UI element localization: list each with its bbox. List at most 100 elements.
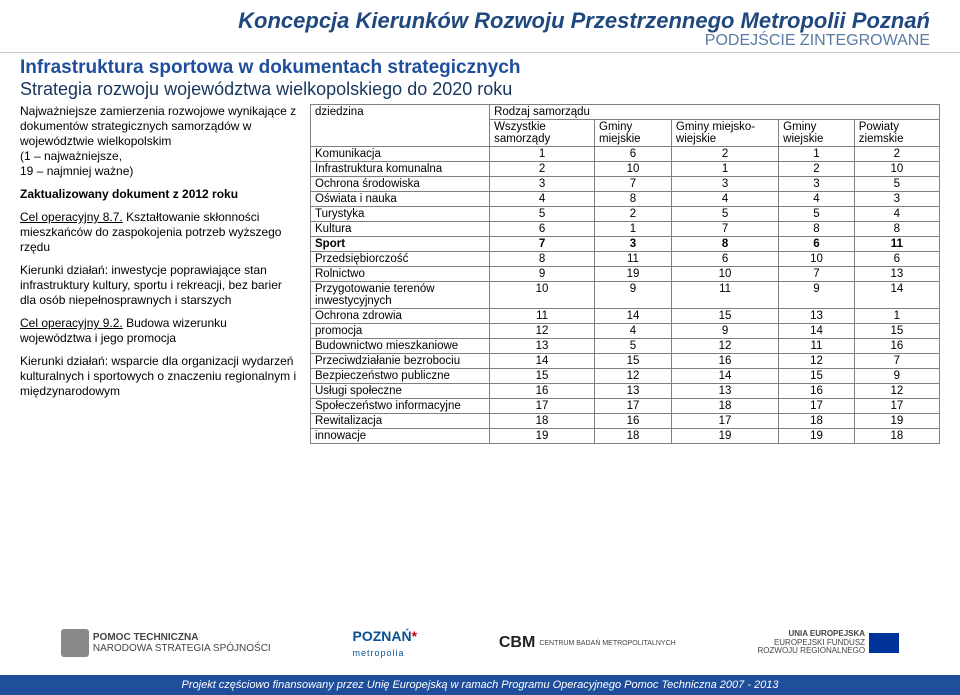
row-label: Oświata i nauka (311, 192, 490, 207)
cell-value: 14 (671, 369, 778, 384)
row-label: Infrastruktura komunalna (311, 162, 490, 177)
cell-value: 16 (490, 384, 595, 399)
cell-value: 11 (779, 339, 855, 354)
table-body: Komunikacja16212Infrastruktura komunalna… (311, 147, 940, 444)
table-row: Kultura61788 (311, 222, 940, 237)
cell-value: 2 (779, 162, 855, 177)
cell-value: 12 (779, 354, 855, 369)
table-row: Rolnictwo91910713 (311, 267, 940, 282)
priorities-table: dziedzina Rodzaj samorządu Wszystkie sam… (310, 104, 940, 444)
cell-value: 11 (490, 309, 595, 324)
eu-flag-icon (869, 633, 899, 653)
left-column: Najważniejsze zamierzenia rozwojowe wyni… (20, 104, 300, 444)
main-title: Koncepcja Kierunków Rozwoju Przestrzenne… (20, 8, 940, 34)
cell-value: 14 (490, 354, 595, 369)
cell-value: 2 (854, 147, 939, 162)
table-row: Komunikacja16212 (311, 147, 940, 162)
row-label: Rewitalizacja (311, 414, 490, 429)
cell-value: 16 (671, 354, 778, 369)
cell-value: 19 (595, 267, 672, 282)
row-label: Przygotowanie terenów inwestycyjnych (311, 282, 490, 309)
cell-value: 18 (779, 414, 855, 429)
cell-value: 15 (671, 309, 778, 324)
row-label: Społeczeństwo informacyjne (311, 399, 490, 414)
cell-value: 7 (490, 237, 595, 252)
section-sub: Strategia rozwoju województwa wielkopols… (0, 79, 960, 104)
table-row: Przedsiębiorczość8116106 (311, 252, 940, 267)
table-row: Rewitalizacja1816171819 (311, 414, 940, 429)
row-label: Sport (311, 237, 490, 252)
table-row: Turystyka52554 (311, 207, 940, 222)
cell-value: 2 (490, 162, 595, 177)
table-row: Sport738611 (311, 237, 940, 252)
page-header: Koncepcja Kierunków Rozwoju Przestrzenne… (0, 0, 960, 53)
badge-icon (61, 629, 89, 657)
sub-title: PODEJŚCIE ZINTEGROWANE (20, 32, 940, 50)
cell-value: 6 (490, 222, 595, 237)
logo-cbm: CBM CENTRUM BADAŃ METROPOLITALNYCH (499, 634, 676, 652)
th-rodzaj: Rodzaj samorządu (490, 105, 940, 120)
row-label: Usługi społeczne (311, 384, 490, 399)
cell-value: 3 (595, 237, 672, 252)
cell-value: 7 (595, 177, 672, 192)
cell-value: 13 (779, 309, 855, 324)
cell-value: 5 (779, 207, 855, 222)
cell-value: 18 (595, 429, 672, 444)
th-dziedzina: dziedzina (311, 105, 490, 147)
cell-value: 17 (779, 399, 855, 414)
cell-value: 11 (671, 282, 778, 309)
logo1-line2: NARODOWA STRATEGIA SPÓJNOŚCI (93, 643, 271, 654)
cell-value: 12 (595, 369, 672, 384)
cell-value: 12 (671, 339, 778, 354)
row-label: Kultura (311, 222, 490, 237)
cell-value: 3 (779, 177, 855, 192)
scale-high: (1 – najważniejsze, (20, 149, 122, 163)
row-label: innowacje (311, 429, 490, 444)
cell-value: 16 (854, 339, 939, 354)
cell-value: 5 (854, 177, 939, 192)
cell-value: 15 (490, 369, 595, 384)
cell-value: 8 (854, 222, 939, 237)
cell-value: 15 (595, 354, 672, 369)
cell-value: 7 (779, 267, 855, 282)
poznan-sub: metropolia (353, 648, 405, 658)
section-heading: Infrastruktura sportowa w dokumentach st… (0, 53, 960, 79)
cell-value: 1 (490, 147, 595, 162)
cell-value: 2 (671, 147, 778, 162)
cell-value: 11 (595, 252, 672, 267)
table-wrap: dziedzina Rodzaj samorządu Wszystkie sam… (310, 104, 940, 444)
cell-value: 8 (779, 222, 855, 237)
cell-value: 4 (854, 207, 939, 222)
cell-value: 1 (779, 147, 855, 162)
cell-value: 7 (854, 354, 939, 369)
cell-value: 9 (595, 282, 672, 309)
table-row: promocja12491415 (311, 324, 940, 339)
cell-value: 17 (671, 414, 778, 429)
cel-9-2: Cel operacyjny 9.2. Budowa wizerunku woj… (20, 316, 300, 346)
cell-value: 15 (854, 324, 939, 339)
cell-value: 6 (779, 237, 855, 252)
cbm-full: CENTRUM BADAŃ METROPOLITALNYCH (539, 640, 675, 647)
footer-logos: POMOC TECHNICZNA NARODOWA STRATEGIA SPÓJ… (0, 619, 960, 667)
cell-value: 10 (854, 162, 939, 177)
th-c5: Powiaty ziemskie (854, 120, 939, 147)
row-label: Bezpieczeństwo publiczne (311, 369, 490, 384)
cell-value: 18 (854, 429, 939, 444)
table-row: Ochrona zdrowia111415131 (311, 309, 940, 324)
cel92-label: Cel operacyjny 9.2. (20, 316, 123, 330)
star-icon: * (412, 628, 417, 644)
cell-value: 10 (595, 162, 672, 177)
cell-value: 13 (854, 267, 939, 282)
cell-value: 2 (595, 207, 672, 222)
cell-value: 8 (595, 192, 672, 207)
row-label: Komunikacja (311, 147, 490, 162)
cell-value: 14 (595, 309, 672, 324)
row-label: Przeciwdziałanie bezrobociu (311, 354, 490, 369)
cell-value: 19 (671, 429, 778, 444)
cell-value: 19 (490, 429, 595, 444)
cell-value: 5 (490, 207, 595, 222)
row-label: Turystyka (311, 207, 490, 222)
table-row: Przeciwdziałanie bezrobociu141516127 (311, 354, 940, 369)
kierunki-2: Kierunki działań: wsparcie dla organizac… (20, 354, 300, 399)
row-label: Ochrona zdrowia (311, 309, 490, 324)
